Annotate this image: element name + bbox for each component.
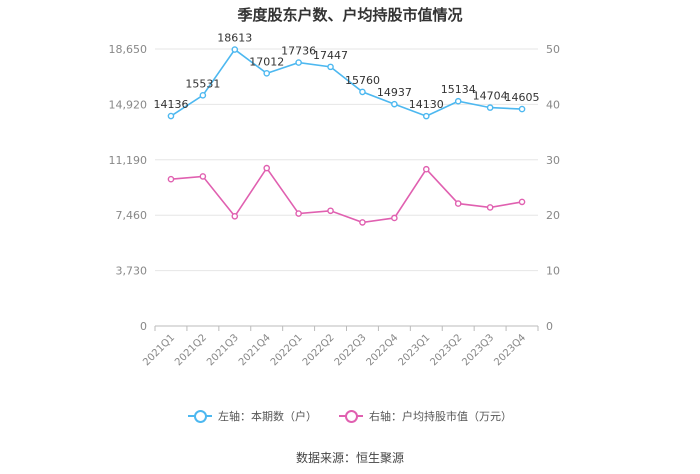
data-point-right [327, 207, 334, 215]
series-line-left [170, 48, 523, 118]
y-left-tick-label: 7,460 [116, 209, 148, 222]
x-tick-label: 2022Q3 [333, 332, 369, 368]
data-point-left [359, 88, 366, 96]
data-point-right [486, 204, 494, 211]
data-point-right [518, 198, 526, 206]
x-tick-label: 2021Q3 [205, 332, 241, 368]
y-right-tick-label: 40 [546, 98, 560, 111]
series-line-right [170, 166, 523, 224]
legend: 左轴：本期数（户） 右轴：户均持股市值（万元） [0, 408, 700, 424]
y-right-tick-label: 20 [546, 209, 560, 222]
data-label: 17736 [281, 45, 316, 58]
data-point-left [327, 63, 334, 71]
data-point-left [454, 97, 462, 105]
legend-label-right: 右轴：户均持股市值（万元） [369, 410, 512, 423]
data-label: 14130 [409, 98, 444, 111]
data-point-left [295, 59, 302, 66]
data-point-right [231, 213, 239, 220]
data-point-left [231, 46, 239, 53]
y-left-tick-label: 14,920 [109, 98, 148, 111]
y-right-tick-label: 10 [546, 265, 560, 278]
x-tick-label: 2021Q1 [141, 332, 177, 368]
legend-line-marker-left-icon [188, 410, 212, 423]
y-left-tick-label: 0 [140, 320, 147, 333]
x-tick-label: 2023Q4 [492, 332, 528, 368]
data-point-left [167, 112, 175, 120]
data-point-left [391, 100, 398, 108]
x-tick-label: 2022Q1 [269, 332, 305, 368]
chart-title: 季度股东户数、户均持股市值情况 [237, 6, 463, 24]
data-label: 14605 [505, 91, 540, 104]
data-label: 15134 [441, 83, 476, 96]
data-label: 14937 [377, 86, 412, 99]
data-point-left [518, 105, 526, 113]
data-point-right [359, 219, 366, 226]
data-point-right [263, 164, 271, 172]
data-point-left [263, 70, 271, 77]
data-label: 15760 [345, 74, 380, 87]
legend-item-left[interactable]: 左轴：本期数（户） [188, 408, 317, 424]
data-point-right [422, 165, 430, 173]
data-label: 14136 [153, 98, 188, 111]
legend-item-right[interactable]: 右轴：户均持股市值（万元） [339, 408, 512, 424]
legend-label-left: 左轴：本期数（户） [218, 410, 317, 423]
data-point-left [199, 92, 207, 99]
chart-canvas: 0 3,730 7,460 11,190 14,920 18,650 0 10 20 30 40 50… [109, 32, 561, 369]
x-tick-label: 2023Q3 [460, 332, 496, 368]
x-tick-label: 2021Q4 [237, 332, 273, 368]
data-point-right [454, 200, 462, 207]
data-point-right [199, 173, 207, 180]
x-tick-label: 2023Q2 [428, 332, 464, 368]
y-left-tick-label: 3,730 [116, 265, 148, 278]
y-left-tick-label: 11,190 [109, 154, 148, 167]
x-tick-label: 2022Q4 [365, 332, 401, 368]
data-point-left [486, 104, 494, 111]
data-label: 17447 [313, 49, 348, 62]
y-right-tick-label: 0 [546, 320, 553, 333]
legend-line-marker-right-icon [339, 410, 363, 423]
data-point-right [391, 214, 398, 222]
data-label: 18613 [217, 32, 252, 45]
data-label: 17012 [249, 55, 284, 68]
data-label: 15531 [185, 77, 220, 90]
data-point-right [167, 175, 175, 183]
x-tick-label: 2023Q1 [397, 332, 433, 368]
y-left-tick-label: 18,650 [109, 43, 148, 56]
x-tick-label: 2021Q2 [173, 332, 209, 368]
data-point-left [422, 112, 430, 120]
x-tick-label: 2022Q2 [301, 332, 337, 368]
data-label: 14704 [473, 90, 508, 103]
y-right-tick-label: 50 [546, 43, 560, 56]
data-point-right [295, 210, 302, 217]
data-source: 数据来源：恒生聚源 [295, 451, 404, 465]
y-right-tick-label: 30 [546, 154, 560, 167]
